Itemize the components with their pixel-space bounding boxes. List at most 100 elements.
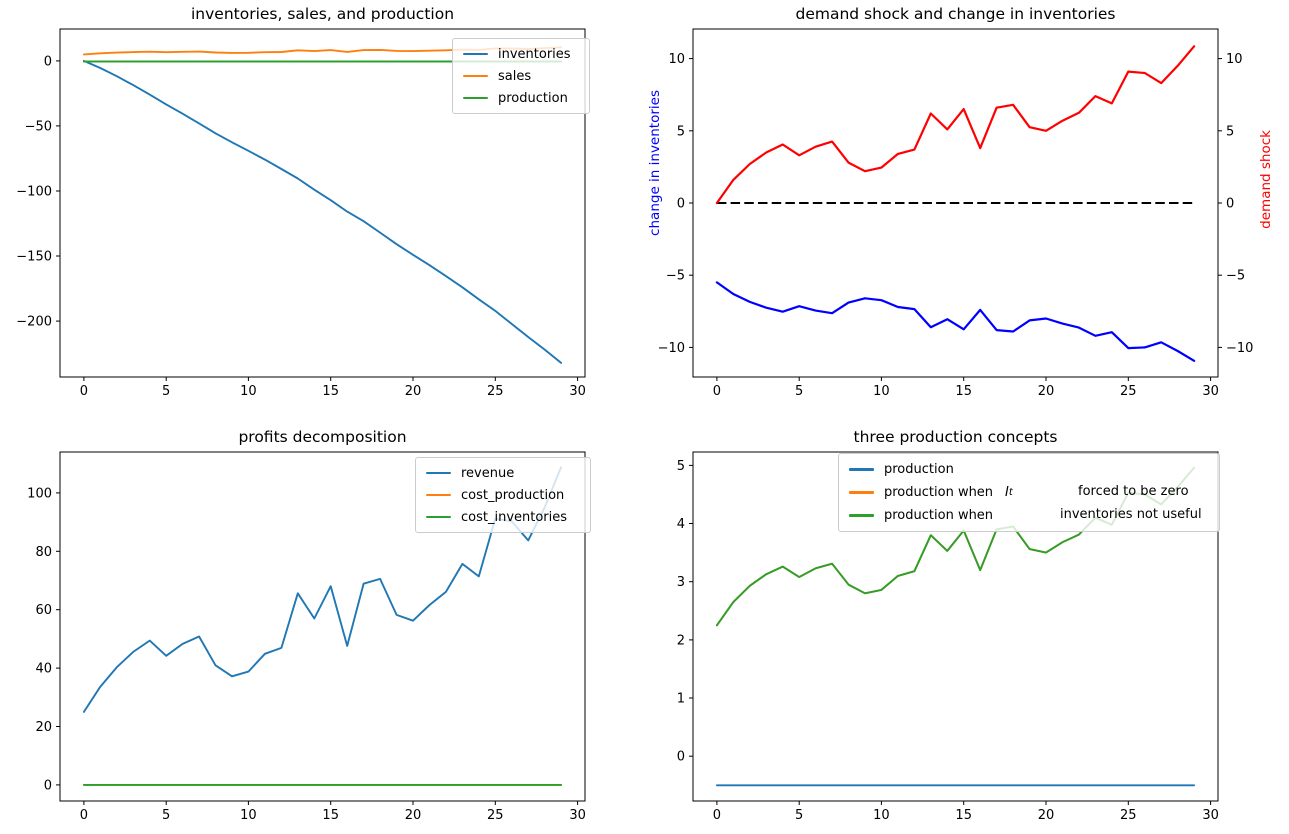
legend-item-cost-inventories: cost_inventories [426, 506, 582, 528]
svg-text:4: 4 [677, 517, 685, 532]
inventories-line-swatch [463, 52, 488, 56]
plot-area: 0 5 10 15 20 25 30 10 5 0 −5 −10 10 5 0 −5 −10 [658, 28, 1253, 399]
math-variable-I: I [1005, 485, 1009, 500]
svg-text:30: 30 [1202, 384, 1219, 399]
svg-text:0: 0 [80, 384, 88, 399]
svg-text:−150: −150 [16, 250, 52, 265]
y-axis-label-left: change in inventories [647, 90, 663, 236]
subplot-demand-shock-change-inventories: demand shock and change in inventories 0… [645, 0, 1289, 417]
svg-text:10: 10 [1226, 52, 1243, 67]
svg-text:5: 5 [1226, 124, 1234, 139]
subplot-inventories-sales-production: inventories, sales, and production 0 5 10 1… [0, 0, 645, 417]
svg-text:30: 30 [569, 808, 586, 823]
svg-text:−5: −5 [666, 269, 685, 284]
svg-text:10: 10 [873, 384, 890, 399]
svg-text:40: 40 [35, 662, 52, 677]
chart-title: demand shock and change in inventories [795, 5, 1116, 23]
legend: inventories sales production [452, 38, 590, 114]
subplot-three-production-concepts: three production concepts 0 5 10 15 20 25 30 0 1… [645, 417, 1289, 834]
svg-text:0: 0 [44, 778, 52, 793]
legend-label: cost_inventories [461, 509, 568, 525]
production-when-it-zero-line-swatch [849, 491, 874, 494]
svg-text:3: 3 [677, 575, 685, 590]
svg-text:20: 20 [1038, 808, 1055, 823]
y-axis-label-right: demand shock [1258, 130, 1274, 229]
svg-text:−10: −10 [658, 341, 685, 356]
legend-label-post: inventories not useful [1060, 507, 1202, 522]
svg-text:0: 0 [80, 808, 88, 823]
production-line-swatch [463, 96, 488, 100]
svg-text:25: 25 [1120, 384, 1137, 399]
svg-text:10: 10 [240, 384, 257, 399]
legend-label-post: forced to be zero [1078, 484, 1189, 499]
chart-title: profits decomposition [238, 428, 407, 446]
sales-line-swatch [463, 74, 488, 78]
cost-inventories-line-swatch [426, 515, 451, 519]
legend-label: inventories [498, 46, 571, 62]
svg-text:60: 60 [35, 603, 52, 618]
svg-text:−50: −50 [25, 119, 52, 134]
cost-production-line-swatch [426, 493, 451, 497]
legend-label: production [498, 90, 568, 106]
svg-text:25: 25 [487, 808, 504, 823]
svg-text:0: 0 [713, 808, 721, 823]
legend-label: sales [498, 68, 532, 84]
chart-title: inventories, sales, and production [190, 5, 455, 23]
svg-text:25: 25 [487, 384, 504, 399]
legend: revenue cost_production cost_inventories [415, 457, 591, 533]
svg-text:0: 0 [44, 54, 52, 69]
svg-text:10: 10 [240, 808, 257, 823]
svg-text:20: 20 [35, 720, 52, 735]
legend-label: production [884, 462, 954, 477]
legend-item-production-inventories-not-useful: production when inventories not useful [849, 504, 1211, 527]
svg-text:−5: −5 [1226, 269, 1245, 284]
svg-text:80: 80 [35, 545, 52, 560]
legend-item-production: production [849, 458, 1211, 481]
svg-text:0: 0 [1226, 197, 1234, 212]
legend-item-sales: sales [463, 65, 581, 87]
math-subscript-t: t [1008, 487, 1013, 498]
svg-text:15: 15 [955, 808, 972, 823]
svg-text:5: 5 [795, 808, 803, 823]
revenue-line-swatch [426, 471, 451, 475]
svg-text:5: 5 [162, 808, 170, 823]
svg-text:15: 15 [322, 384, 339, 399]
svg-text:30: 30 [1202, 808, 1219, 823]
svg-text:−200: −200 [16, 315, 52, 330]
chart-title: three production concepts [853, 428, 1058, 446]
svg-text:0: 0 [677, 197, 685, 212]
svg-text:5: 5 [795, 384, 803, 399]
svg-text:5: 5 [162, 384, 170, 399]
svg-text:−10: −10 [1226, 341, 1253, 356]
svg-text:−100: −100 [16, 185, 52, 200]
svg-text:10: 10 [668, 52, 685, 67]
legend-item-production: production [463, 87, 581, 109]
svg-text:100: 100 [27, 486, 52, 501]
svg-text:25: 25 [1120, 808, 1137, 823]
legend-label-pre: production when [884, 508, 994, 523]
svg-text:0: 0 [713, 384, 721, 399]
svg-text:20: 20 [1038, 384, 1055, 399]
legend-label-pre: production when [884, 485, 994, 500]
svg-text:2: 2 [677, 633, 685, 648]
svg-text:5: 5 [677, 459, 685, 474]
svg-text:20: 20 [405, 384, 422, 399]
production-inventories-not-useful-line-swatch [849, 514, 874, 517]
subplot-profits-decomposition: profits decomposition 0 5 10 15 20 25 30 0 20 40 6… [0, 417, 645, 834]
svg-text:15: 15 [322, 808, 339, 823]
svg-text:10: 10 [873, 808, 890, 823]
plot-area: 0 5 10 15 20 25 30 0 20 40 60 80 100 [27, 451, 586, 823]
legend-label: cost_production [461, 487, 565, 503]
production-line-swatch [849, 468, 874, 471]
legend-item-inventories: inventories [463, 43, 581, 65]
svg-text:20: 20 [405, 808, 422, 823]
svg-text:30: 30 [569, 384, 586, 399]
legend-item-cost-production: cost_production [426, 484, 582, 506]
svg-text:0: 0 [677, 750, 685, 765]
legend-label: revenue [461, 465, 515, 481]
svg-text:15: 15 [955, 384, 972, 399]
svg-text:5: 5 [677, 124, 685, 139]
svg-text:1: 1 [677, 692, 685, 707]
